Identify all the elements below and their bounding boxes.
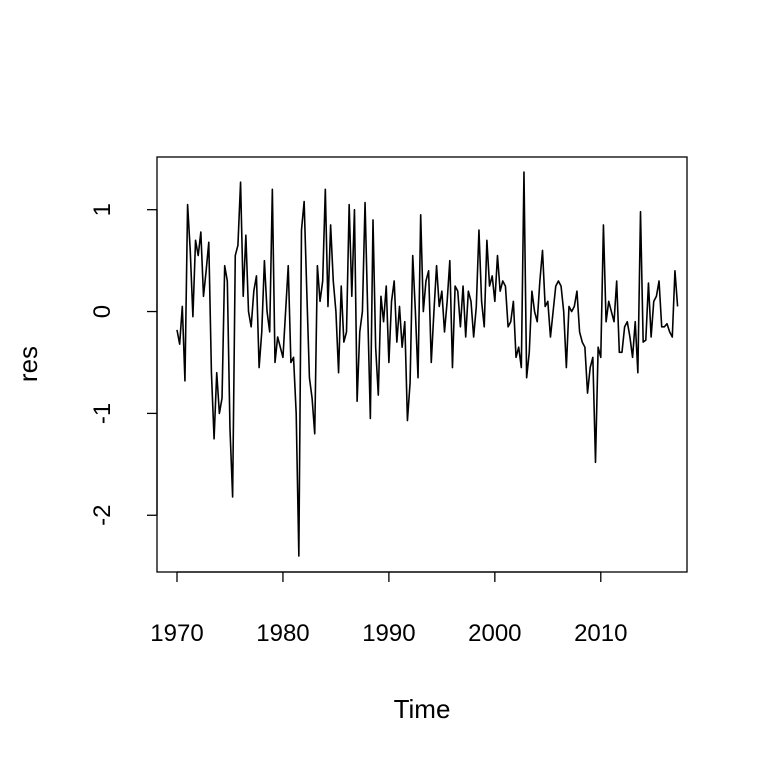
x-tick-label-2000: 2000 <box>468 620 521 647</box>
x-tick-label-1970: 1970 <box>150 620 203 647</box>
y-axis-title: res <box>13 346 43 382</box>
series-line-res <box>176 171 679 557</box>
x-tick-label-2010: 2010 <box>574 620 627 647</box>
y-tick-label-1: 1 <box>89 203 116 216</box>
y-axis: -2 -1 0 1 <box>89 203 158 526</box>
y-tick-label--1: -1 <box>89 403 116 424</box>
x-tick-label-1980: 1980 <box>256 620 309 647</box>
y-tick-label--2: -2 <box>89 505 116 526</box>
y-tick-label-0: 0 <box>89 305 116 318</box>
x-axis-title: Time <box>394 694 451 724</box>
x-tick-label-1990: 1990 <box>362 620 415 647</box>
x-axis: 1970 1980 1990 2000 2010 <box>150 571 627 647</box>
